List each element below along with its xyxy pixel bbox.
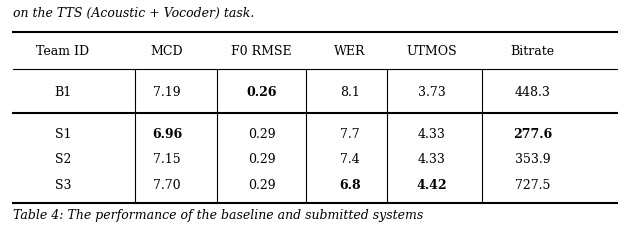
Text: Team ID: Team ID (37, 45, 89, 58)
Text: 7.15: 7.15 (153, 153, 181, 166)
Text: 7.70: 7.70 (153, 178, 181, 191)
Text: 6.8: 6.8 (339, 178, 360, 191)
Text: 277.6: 277.6 (513, 128, 552, 140)
Text: 7.7: 7.7 (340, 128, 360, 140)
Text: 4.33: 4.33 (418, 153, 445, 166)
Text: F0 RMSE: F0 RMSE (231, 45, 292, 58)
Text: 0.29: 0.29 (248, 128, 275, 140)
Text: Bitrate: Bitrate (510, 45, 554, 58)
Text: on the TTS (Acoustic + Vocoder) task.: on the TTS (Acoustic + Vocoder) task. (13, 7, 254, 20)
Text: 0.26: 0.26 (246, 85, 277, 98)
Text: 8.1: 8.1 (340, 85, 360, 98)
Text: 6.96: 6.96 (152, 128, 182, 140)
Text: 3.73: 3.73 (418, 85, 445, 98)
Text: 0.29: 0.29 (248, 153, 275, 166)
Text: UTMOS: UTMOS (406, 45, 457, 58)
Text: Table 4: The performance of the baseline and submitted systems: Table 4: The performance of the baseline… (13, 208, 423, 221)
Text: 7.4: 7.4 (340, 153, 360, 166)
Text: 0.29: 0.29 (248, 178, 275, 191)
Text: 7.19: 7.19 (153, 85, 181, 98)
Text: B1: B1 (54, 85, 72, 98)
Text: 4.42: 4.42 (416, 178, 447, 191)
Text: 4.33: 4.33 (418, 128, 445, 140)
Text: MCD: MCD (151, 45, 183, 58)
Text: 353.9: 353.9 (515, 153, 550, 166)
Text: S1: S1 (55, 128, 71, 140)
Text: S3: S3 (55, 178, 71, 191)
Text: 448.3: 448.3 (515, 85, 550, 98)
Text: WER: WER (334, 45, 365, 58)
Text: S2: S2 (55, 153, 71, 166)
Text: 727.5: 727.5 (515, 178, 550, 191)
